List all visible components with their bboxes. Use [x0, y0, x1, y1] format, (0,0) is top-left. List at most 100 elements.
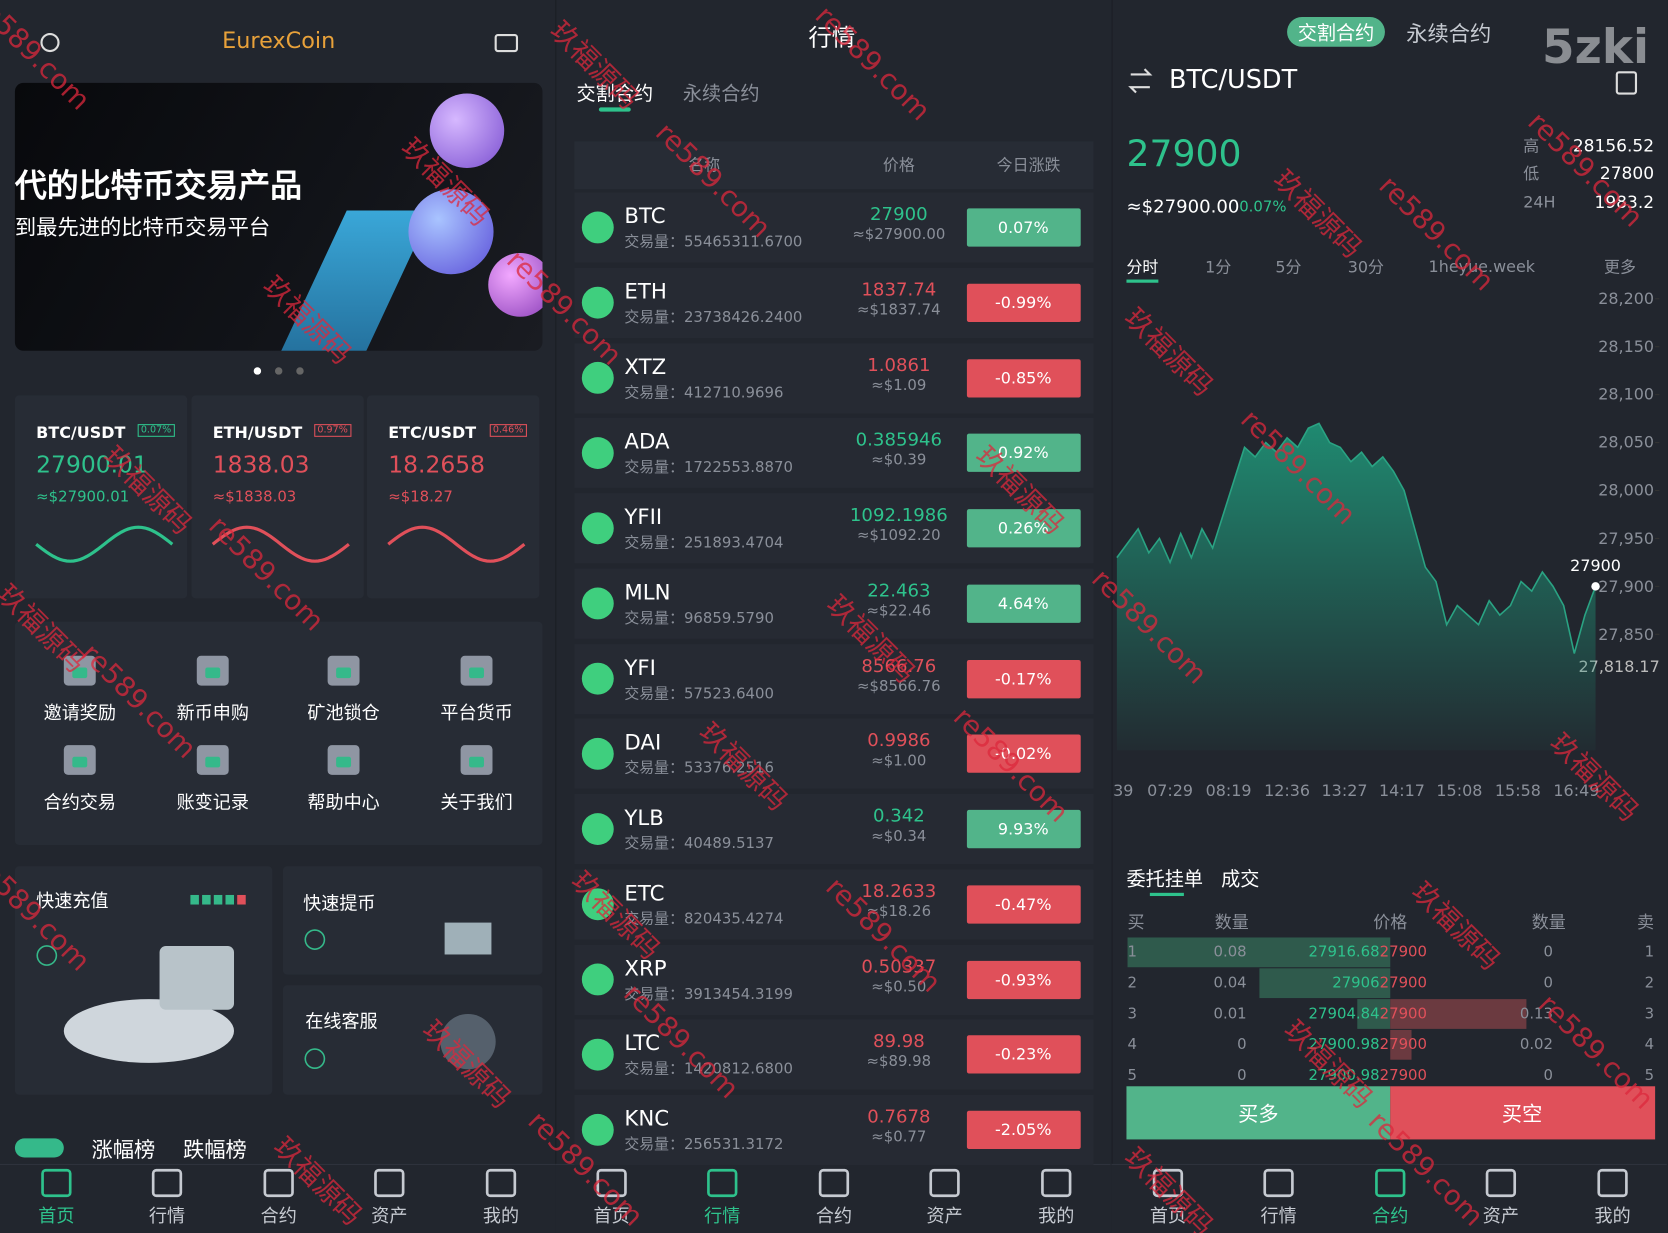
- volume: 交易量：53376.2516: [624, 757, 774, 778]
- menu-label: 关于我们: [440, 792, 513, 814]
- market-tab[interactable]: 永续合约: [682, 82, 760, 106]
- volume-label: 交易量：: [624, 309, 684, 327]
- sell-price: 27900: [1379, 943, 1428, 961]
- row-index: 2: [1644, 974, 1655, 992]
- column-header: 价格: [882, 155, 915, 175]
- interval-tab[interactable]: 30分: [1347, 257, 1384, 277]
- interval-tab[interactable]: 分时: [1126, 257, 1159, 277]
- nav-label[interactable]: 我的: [482, 1205, 520, 1228]
- volume-value: 3913454.3199: [683, 985, 793, 1003]
- nav-label[interactable]: 合约: [260, 1205, 297, 1228]
- tab-pill: [1287, 17, 1385, 47]
- volume-label: 交易量：: [624, 1136, 684, 1154]
- book-column: 买: [1127, 911, 1145, 933]
- change-pill: [966, 960, 1081, 999]
- banner-coin: [488, 252, 543, 317]
- book-tab[interactable]: 成交: [1221, 868, 1260, 891]
- nav-label[interactable]: 首页: [593, 1205, 630, 1228]
- buy-button[interactable]: [1126, 1086, 1391, 1140]
- change-pill: [966, 283, 1081, 322]
- interval-tab[interactable]: 5分: [1275, 257, 1302, 277]
- nav-label[interactable]: 资产: [1482, 1205, 1519, 1228]
- row-index: 5: [1644, 1067, 1655, 1085]
- volume-label: 交易量：: [624, 685, 684, 703]
- y-tick-label: 27,850: [1598, 624, 1655, 644]
- sell-depth: [1390, 1029, 1412, 1060]
- volume-value: 251893.4704: [683, 534, 784, 552]
- approx-price: ≈$1837.74: [857, 301, 941, 319]
- app-title: EurexCoin: [222, 27, 336, 54]
- buy-label[interactable]: 买多: [1238, 1102, 1279, 1127]
- nav-label[interactable]: 行情: [704, 1205, 741, 1228]
- quick-title: 快速提币: [303, 893, 376, 915]
- volume-value: 1420812.6800: [683, 1061, 793, 1079]
- interval-tab[interactable]: 1heyue.week: [1428, 257, 1536, 277]
- approx-price: ≈$1.09: [871, 376, 927, 394]
- nav-label[interactable]: 首页: [1149, 1205, 1187, 1228]
- symbol: ADA: [624, 428, 670, 455]
- buy-depth: [1127, 937, 1391, 968]
- sell-button[interactable]: [1390, 1086, 1656, 1140]
- last-price: 27900: [1126, 132, 1242, 176]
- column-header: 今日涨跌: [996, 155, 1061, 175]
- volume-label: 交易量：: [624, 534, 684, 552]
- change-pill: [966, 734, 1081, 773]
- book-tab[interactable]: 委托挂单: [1126, 868, 1204, 891]
- y-tick-label: 28,100: [1598, 385, 1655, 405]
- price: 1.0861: [867, 354, 931, 376]
- volume-value: 23738426.2400: [683, 309, 803, 327]
- symbol: YFI: [624, 654, 656, 680]
- symbol: BTC: [624, 203, 666, 229]
- menu-label: 合约交易: [43, 792, 116, 814]
- nav-label[interactable]: 资产: [371, 1205, 408, 1228]
- nav-label[interactable]: 合约: [815, 1205, 853, 1228]
- volume: 交易量：55465311.6700: [624, 231, 802, 252]
- buy-depth: [1357, 999, 1391, 1029]
- approx-price: ≈$27900.00: [1126, 196, 1240, 218]
- change-pill: [966, 358, 1081, 397]
- interval-tab[interactable]: 1分: [1205, 257, 1232, 277]
- row-index: 1: [1127, 943, 1138, 961]
- volume-value: 1722553.8870: [683, 459, 793, 477]
- last-price-label: 27900: [1570, 555, 1621, 575]
- nav-label[interactable]: 行情: [148, 1205, 186, 1228]
- sell-price: 27900: [1379, 1036, 1428, 1054]
- sell-depth: [1390, 999, 1527, 1029]
- market-tab[interactable]: 交割合约: [576, 82, 654, 106]
- row-index: 4: [1127, 1036, 1138, 1054]
- approx-price: ≈$0.50: [871, 978, 927, 996]
- change-pill: [966, 433, 1081, 473]
- nav-label[interactable]: 我的: [1594, 1205, 1631, 1228]
- symbol: XTZ: [624, 353, 667, 379]
- ticker-card: [14, 395, 188, 599]
- volume-label: 交易量：: [624, 760, 684, 778]
- ticker-price: 27900.01: [36, 452, 148, 479]
- row-index: 4: [1644, 1036, 1655, 1054]
- contract-tab[interactable]: 交割合约: [1297, 22, 1375, 45]
- book-column: 卖: [1637, 911, 1655, 933]
- menu-label: 账变记录: [176, 792, 249, 814]
- row-index: 3: [1644, 1005, 1655, 1023]
- x-tick-label: 13:27: [1321, 781, 1368, 801]
- volume-label: 交易量：: [624, 609, 684, 627]
- nav-label[interactable]: 行情: [1260, 1205, 1297, 1228]
- symbol: LTC: [624, 1030, 660, 1056]
- x-tick-label: 15:08: [1436, 781, 1483, 801]
- buy-price: 27916.68: [1308, 943, 1380, 961]
- change: -0.93%: [995, 969, 1052, 990]
- change: -0.85%: [995, 368, 1052, 388]
- change: 0.26%: [997, 518, 1049, 538]
- contract-tab[interactable]: 永续合约: [1406, 20, 1492, 47]
- nav-label[interactable]: 合约: [1372, 1205, 1409, 1228]
- nav-label[interactable]: 资产: [926, 1205, 963, 1228]
- sell-label[interactable]: 买空: [1501, 1102, 1543, 1127]
- y-tick-label: 27,950: [1598, 528, 1655, 548]
- volume: 交易量：251893.4704: [624, 531, 783, 552]
- interval-tab[interactable]: 更多: [1604, 257, 1636, 277]
- nav-label[interactable]: 首页: [38, 1205, 75, 1228]
- volume: 交易量：820435.4274: [624, 907, 783, 928]
- nav-label[interactable]: 我的: [1038, 1205, 1075, 1228]
- price: 0.342: [872, 805, 925, 827]
- change-pill: [966, 809, 1081, 849]
